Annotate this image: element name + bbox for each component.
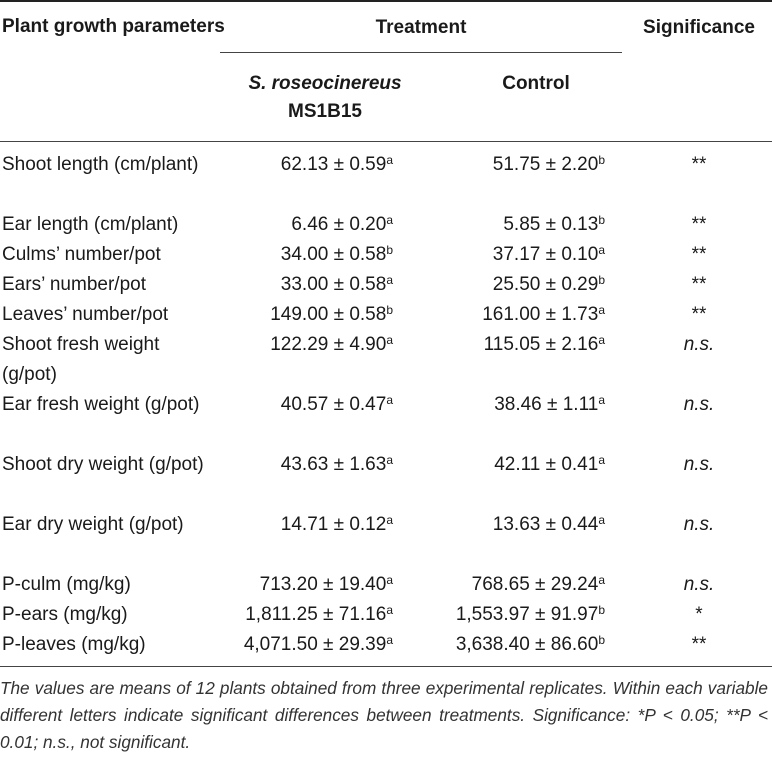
control-letter: a: [598, 333, 605, 347]
row-strep-value: 122.29 ± 4.90a: [270, 333, 393, 355]
control-letter: b: [598, 153, 605, 167]
row-parameter: Shoot length (cm/plant): [2, 154, 199, 175]
table-row: Shoot fresh weight (g/pot) 122.29 ± 4.90a…: [0, 330, 772, 390]
control-letter: b: [598, 633, 605, 647]
strep-letter: a: [386, 453, 393, 467]
table-row: Culms’ number/pot 34.00 ± 0.58b 37.17 ± 0.…: [0, 240, 772, 270]
control-letter: a: [598, 573, 605, 587]
row-control-value: 13.63 ± 0.44a: [492, 513, 605, 535]
table-row: Ears’ number/pot 33.00 ± 0.58a 25.50 ± 0.2…: [0, 270, 772, 300]
table-row: Leaves’ number/pot 149.00 ± 0.58b 161.00 ±…: [0, 300, 772, 330]
strep-letter: a: [386, 393, 393, 407]
top-rule: [0, 0, 772, 2]
row-parameter: P-culm (mg/kg): [2, 574, 131, 595]
control-letter: b: [598, 273, 605, 287]
strep-species: S. roseocinereus: [248, 73, 402, 94]
strep-letter: a: [386, 333, 393, 347]
table-row: P-culm (mg/kg) 713.20 ± 19.40a 768.65 ± 29…: [0, 570, 772, 600]
row-significance: **: [691, 214, 707, 235]
control-letter: a: [598, 393, 605, 407]
row-significance: **: [691, 304, 707, 325]
row-control-value: 161.00 ± 1.73a: [482, 303, 605, 325]
row-parameter: Ear length (cm/plant): [2, 214, 179, 235]
bottom-rule: [0, 666, 772, 667]
table-row: P-ears (mg/kg) 1,811.25 ± 71.16a 1,553.97 …: [0, 600, 772, 630]
row-control-value: 115.05 ± 2.16a: [483, 333, 605, 355]
control-letter: a: [598, 303, 605, 317]
row-control-value: 25.50 ± 0.29b: [492, 273, 605, 295]
header-significance: Significance: [643, 17, 755, 38]
header-control: Control: [502, 73, 570, 94]
row-significance: **: [691, 634, 707, 655]
control-letter: b: [598, 213, 605, 227]
row-strep-value: 34.00 ± 0.58b: [280, 243, 393, 265]
header-rule: [0, 141, 772, 142]
row-strep-value: 713.20 ± 19.40a: [259, 573, 393, 595]
strep-letter: b: [386, 303, 393, 317]
row-significance: n.s.: [683, 334, 715, 355]
row-control-value: 5.85 ± 0.13b: [503, 213, 605, 235]
row-significance: **: [691, 274, 707, 295]
row-significance: **: [691, 244, 707, 265]
header-strep-treatment: S. roseocinereus MS1B15: [226, 70, 424, 126]
row-strep-value: 62.13 ± 0.59a: [280, 153, 393, 175]
table-row: Ear dry weight (g/pot) 14.71 ± 0.12a 13.63…: [0, 510, 772, 570]
strep-letter: a: [386, 273, 393, 287]
row-significance: n.s.: [683, 454, 715, 475]
control-letter: a: [598, 243, 605, 257]
row-parameter: Ears’ number/pot: [2, 274, 146, 295]
row-strep-value: 43.63 ± 1.63a: [280, 453, 393, 475]
row-parameter: Culms’ number/pot: [2, 244, 161, 265]
row-strep-value: 14.71 ± 0.12a: [280, 513, 393, 535]
control-letter: a: [598, 453, 605, 467]
table-body: Shoot length (cm/plant) 62.13 ± 0.59a 51.7…: [0, 150, 772, 660]
treatment-rule: [220, 52, 622, 53]
table-row: Ear length (cm/plant) 6.46 ± 0.20a 5.85 ± …: [0, 210, 772, 240]
row-control-value: 38.46 ± 1.11a: [494, 393, 605, 415]
strep-letter: a: [386, 573, 393, 587]
row-significance: **: [691, 154, 707, 175]
row-control-value: 768.65 ± 29.24a: [471, 573, 605, 595]
row-control-value: 51.75 ± 2.20b: [492, 153, 605, 175]
strep-letter: a: [386, 513, 393, 527]
row-strep-value: 4,071.50 ± 29.39a: [243, 633, 393, 655]
row-control-value: 1,553.97 ± 91.97b: [455, 603, 605, 625]
row-strep-value: 149.00 ± 0.58b: [270, 303, 393, 325]
strep-letter: a: [386, 633, 393, 647]
row-strep-value: 1,811.25 ± 71.16a: [245, 603, 393, 625]
table-row: Shoot length (cm/plant) 62.13 ± 0.59a 51.7…: [0, 150, 772, 210]
row-parameter: P-ears (mg/kg): [2, 604, 128, 625]
row-significance: *: [695, 604, 703, 625]
header-parameter: Plant growth parameters: [2, 16, 225, 37]
strep-strain: MS1B15: [288, 101, 362, 122]
row-parameter: Leaves’ number/pot: [2, 304, 169, 325]
header-treatment: Treatment: [375, 17, 467, 38]
control-letter: a: [598, 513, 605, 527]
row-significance: n.s.: [683, 574, 715, 595]
strep-letter: a: [386, 603, 393, 617]
strep-letter: a: [386, 153, 393, 167]
row-control-value: 3,638.40 ± 86.60b: [455, 633, 605, 655]
row-parameter: Ear fresh weight (g/pot): [2, 394, 200, 415]
row-strep-value: 6.46 ± 0.20a: [291, 213, 393, 235]
table-row: Shoot dry weight (g/pot) 43.63 ± 1.63a 42.…: [0, 450, 772, 510]
table-footnote: The values are means of 12 plants obtain…: [0, 678, 768, 752]
strep-letter: a: [386, 213, 393, 227]
strep-letter: b: [386, 243, 393, 257]
control-letter: b: [598, 603, 605, 617]
row-parameter: Shoot fresh weight (g/pot): [2, 334, 160, 385]
table-row: P-leaves (mg/kg) 4,071.50 ± 29.39a 3,638.4…: [0, 630, 772, 660]
row-parameter: Shoot dry weight (g/pot): [2, 454, 204, 475]
row-significance: n.s.: [683, 514, 715, 535]
row-parameter: P-leaves (mg/kg): [2, 634, 146, 655]
row-control-value: 42.11 ± 0.41a: [494, 453, 605, 475]
row-control-value: 37.17 ± 0.10a: [492, 243, 605, 265]
row-significance: n.s.: [683, 394, 715, 415]
table-row: Ear fresh weight (g/pot) 40.57 ± 0.47a 38.…: [0, 390, 772, 450]
row-strep-value: 33.00 ± 0.58a: [280, 273, 393, 295]
row-parameter: Ear dry weight (g/pot): [2, 514, 184, 535]
row-strep-value: 40.57 ± 0.47a: [280, 393, 393, 415]
